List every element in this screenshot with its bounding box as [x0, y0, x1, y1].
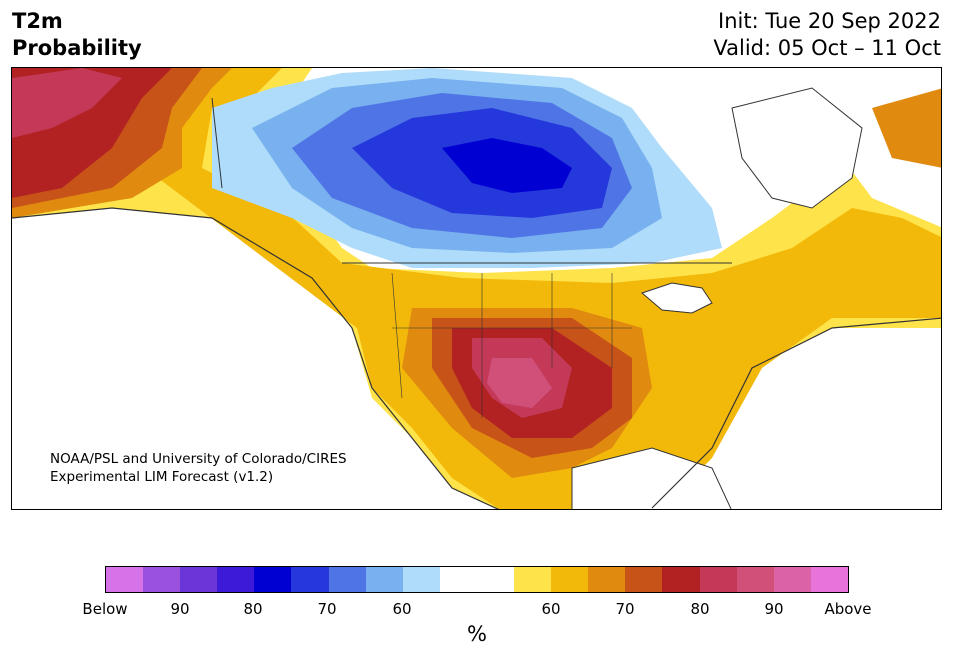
- colorbar-swatch: [625, 567, 663, 592]
- coastline: [12, 207, 941, 509]
- credit-line-1: NOAA/PSL and University of Colorado/CIRE…: [50, 451, 347, 467]
- colorbar-swatch: [514, 567, 552, 592]
- colorbar-swatch: [217, 567, 255, 592]
- colorbar-tick-label: 80: [690, 600, 710, 618]
- colorbar: [105, 566, 849, 593]
- colorbar-tick-label: 80: [243, 600, 263, 618]
- init-date: Init: Tue 20 Sep 2022: [718, 9, 941, 33]
- colorbar-swatch: [588, 567, 626, 592]
- warm-90: [487, 358, 552, 408]
- colorbar-tick-label: 60: [541, 600, 561, 618]
- colorbar-tick-label: Above: [824, 600, 872, 618]
- colorbar-swatch: [328, 567, 366, 592]
- colorbar-tick-label: Below: [82, 600, 128, 618]
- colorbar-swatch: [291, 567, 329, 592]
- colorbar-swatch: [180, 567, 218, 592]
- colorbar-unit: %: [467, 622, 487, 646]
- colorbar-swatch: [476, 567, 515, 592]
- colorbar-tick-label: 70: [317, 600, 337, 618]
- colorbar-swatch: [402, 567, 440, 592]
- colorbar-tick-label: 90: [170, 600, 190, 618]
- colorbar-swatch: [551, 567, 589, 592]
- warm-80: [12, 68, 612, 438]
- colorbar-swatch: [439, 567, 477, 592]
- hudson-bay: [731, 87, 863, 209]
- colorbar-swatch: [106, 567, 144, 592]
- great-lakes: [641, 282, 713, 314]
- colorbar-tick-label: 70: [615, 600, 635, 618]
- colorbar-swatch: [699, 567, 737, 592]
- map-graphic: [12, 68, 941, 509]
- colorbar-swatch: [143, 567, 181, 592]
- colorbar-swatch: [773, 567, 811, 592]
- valid-dates: Valid: 05 Oct – 11 Oct: [713, 36, 941, 60]
- probability-map: NOAA/PSL and University of Colorado/CIRE…: [11, 67, 942, 510]
- credit-line-2: Experimental LIM Forecast (v1.2): [50, 469, 274, 485]
- title-variable: T2m: [12, 9, 63, 33]
- colorbar-swatch: [810, 567, 848, 592]
- colorbar-swatch: [736, 567, 774, 592]
- colorbar-swatch: [662, 567, 700, 592]
- map-title: T2m Probability: [12, 8, 142, 62]
- cold-80: [442, 138, 572, 193]
- forecast-dates: Init: Tue 20 Sep 2022 Valid: 05 Oct – 11…: [713, 8, 941, 62]
- title-type: Probability: [12, 36, 142, 60]
- colorbar-swatch: [365, 567, 403, 592]
- colorbar-swatch: [254, 567, 292, 592]
- colorbar-tick-label: 60: [392, 600, 412, 618]
- credit-text: NOAA/PSL and University of Colorado/CIRE…: [50, 450, 347, 486]
- gulf-of-mexico: [571, 447, 732, 509]
- colorbar-tick-label: 90: [764, 600, 784, 618]
- state-borders: [391, 272, 632, 418]
- warm-65: [12, 68, 941, 509]
- country-border: [211, 97, 732, 264]
